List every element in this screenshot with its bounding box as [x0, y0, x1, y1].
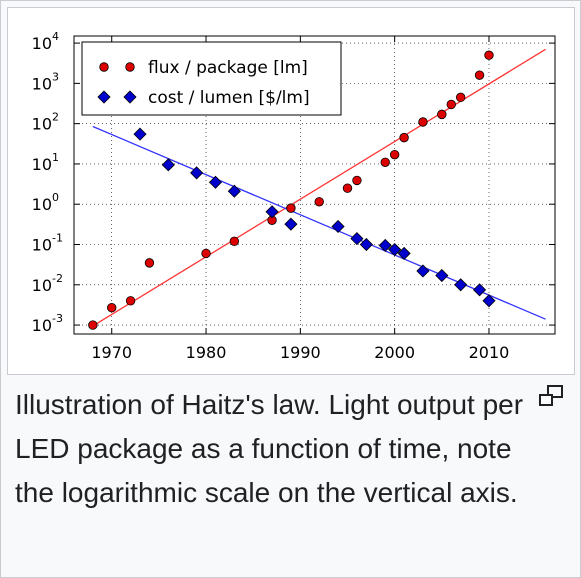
y-tick-base: 10	[32, 115, 52, 134]
flux-point	[229, 236, 240, 247]
flux-point	[437, 109, 447, 120]
y-tick-label: 10	[32, 74, 52, 93]
y-tick-exponent: -2	[52, 272, 63, 285]
y-tick-label: 10	[32, 34, 52, 53]
y-tick-exponent: 0	[52, 191, 59, 204]
cost-point	[435, 268, 449, 283]
y-tick-exponent: 1	[52, 151, 59, 164]
y-tick-base: 10	[32, 74, 52, 93]
y-tick-exponent: 2	[52, 111, 59, 124]
legend-marker	[123, 90, 137, 104]
haitz-law-chart: flux / package [lm] cost / lumen [$/lm] 1…	[32, 30, 556, 362]
cost-point	[359, 237, 373, 252]
x-tick-label: 1980	[186, 343, 227, 362]
y-tick-base: 10	[32, 195, 52, 214]
y-tick-label: 10	[32, 115, 52, 134]
y-tick-base: 10	[32, 236, 52, 255]
magnify-clip-icon[interactable]	[538, 385, 564, 407]
flux-point	[484, 50, 494, 60]
flux-point	[399, 132, 409, 143]
y-tick-label: 10	[32, 276, 52, 295]
cost-point	[284, 217, 298, 231]
cost-point	[482, 294, 496, 308]
cost-point	[227, 184, 241, 198]
flux-point	[314, 197, 324, 207]
flux-point	[389, 149, 400, 160]
y-tick-exponent: 3	[52, 70, 59, 83]
cost-point	[397, 246, 411, 261]
legend-label: flux / package [lm]	[148, 58, 308, 78]
flux-point	[88, 320, 98, 330]
cost-point	[472, 283, 487, 297]
legend: flux / package [lm] cost / lumen [$/lm]	[81, 41, 342, 116]
legend-marker	[97, 90, 111, 104]
cost-point	[388, 242, 402, 257]
flux-point	[342, 183, 353, 193]
y-tick-base: 10	[32, 316, 52, 335]
legend-marker	[125, 62, 135, 72]
x-tick-label: 2000	[374, 343, 415, 362]
y-tick-label: 10	[32, 155, 52, 174]
trend-line-0	[92, 48, 546, 327]
cost-point	[416, 264, 430, 278]
y-tick-base: 10	[32, 276, 52, 295]
cost-point	[133, 127, 147, 141]
legend-marker	[99, 62, 109, 72]
cost-point	[331, 219, 345, 234]
flux-point	[418, 117, 428, 127]
axis-ticks	[74, 36, 555, 334]
flux-point	[125, 296, 136, 306]
y-tick-exponent: 4	[52, 30, 59, 43]
data-points	[88, 50, 496, 330]
flux-point	[352, 175, 362, 186]
figure-caption: Illustration of Haitz's law. Light outpu…	[15, 389, 524, 508]
legend-label: cost / lumen [$/lm]	[148, 88, 310, 108]
y-tick-base: 10	[32, 34, 52, 53]
flux-point	[144, 258, 155, 268]
cost-point	[350, 232, 364, 246]
legend-box	[81, 41, 342, 116]
cost-point	[378, 238, 392, 252]
y-tick-exponent: -1	[52, 232, 63, 245]
x-tick-label: 2010	[469, 343, 510, 362]
flux-point	[446, 99, 456, 110]
y-tick-label: 10	[32, 195, 52, 214]
y-tick-exponent: -3	[52, 312, 63, 325]
y-tick-label: 10	[32, 316, 52, 335]
flux-point	[107, 302, 117, 313]
flux-point	[474, 70, 485, 80]
plot-frame	[73, 35, 556, 335]
y-tick-base: 10	[32, 155, 52, 174]
y-tick-label: 10	[32, 236, 52, 255]
flux-point	[201, 248, 211, 259]
cost-point	[265, 205, 279, 219]
cost-point	[208, 175, 223, 189]
cost-point	[454, 278, 468, 292]
flux-point	[286, 203, 296, 213]
flux-point	[455, 92, 466, 103]
x-tick-label: 1970	[91, 343, 132, 362]
cost-point	[190, 166, 204, 180]
x-tick-label: 1990	[280, 343, 321, 362]
flux-point	[380, 157, 390, 167]
chart-image[interactable]: flux / package [lm] cost / lumen [$/lm] 1…	[7, 7, 575, 375]
cost-point	[161, 158, 175, 172]
